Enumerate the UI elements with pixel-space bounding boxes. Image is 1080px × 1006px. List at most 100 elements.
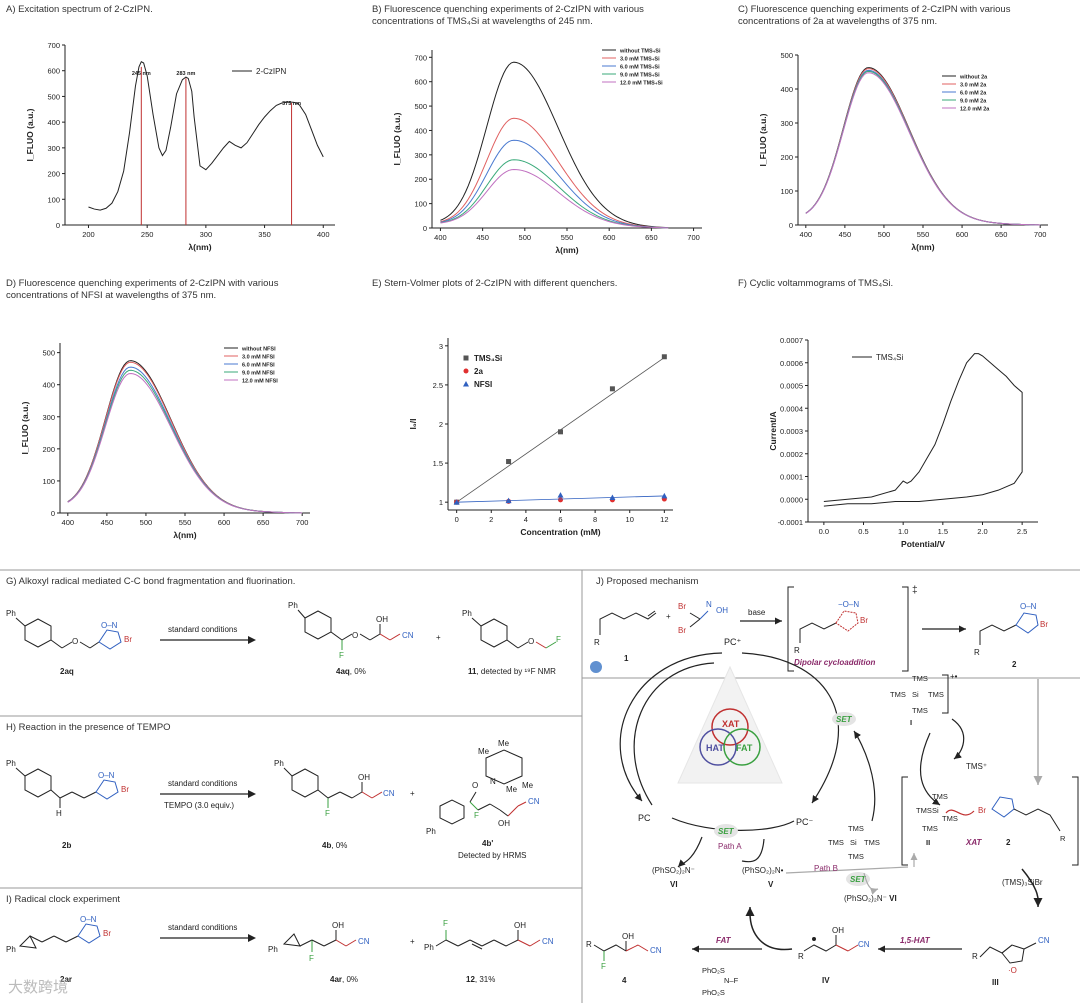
x-tick-label: 550 [917, 230, 930, 239]
y-tick-label: 0 [423, 224, 427, 233]
section-g-title: G) Alkoxyl radical mediated C-C bond fra… [6, 576, 296, 587]
svg-text:Ph: Ph [6, 759, 16, 768]
section-j-title: J) Proposed mechanism [596, 576, 699, 587]
svg-text:O: O [72, 637, 78, 646]
section-h-title: H) Reaction in the presence of TEMPO [6, 722, 171, 733]
light-bulb-icon [590, 661, 602, 673]
svg-text:Ph: Ph [274, 759, 284, 768]
svg-text:Ph: Ph [6, 609, 16, 618]
x-tick-label: 2.0 [977, 527, 987, 536]
y-axis-label: I_FLUO (a.u.) [25, 108, 35, 161]
label-pc: PC [638, 813, 651, 823]
label-iv: IV [822, 976, 830, 985]
svg-text:N: N [490, 777, 496, 786]
legend-label: 3.0 mM 2a [960, 83, 987, 89]
x-tick-label: 10 [626, 515, 634, 524]
y-tick-label: 100 [47, 195, 60, 204]
x-tick-label: 0 [455, 515, 459, 524]
svg-text:F: F [339, 651, 344, 660]
legend-marker [463, 355, 469, 361]
set-badge-1 [832, 712, 856, 726]
series-line [440, 139, 669, 229]
svg-text:TMS: TMS [848, 824, 864, 833]
svg-text:F: F [309, 954, 314, 963]
label-4b: 4b, 0% [322, 841, 347, 850]
x-tick-label: 0.0 [819, 527, 829, 536]
y-tick-label: 300 [42, 413, 55, 422]
svg-text:R: R [798, 952, 804, 961]
legend-label: 12.0 mM 2a [960, 107, 990, 113]
y-tick-label: 1.5 [433, 459, 443, 468]
legend-label: 9.0 mM TMS₄Si [620, 73, 660, 79]
x-tick-label: 600 [956, 230, 969, 239]
label-2aq: 2aq [60, 667, 74, 676]
svg-text:R: R [1060, 834, 1066, 843]
svg-text:O–N: O–N [80, 915, 97, 924]
x-tick-label: 350 [258, 230, 271, 239]
y-tick-label: 100 [414, 200, 427, 209]
legend-label: without TMS₄Si [619, 49, 661, 55]
y-axis-label: Current/A [768, 411, 778, 450]
y-tick-label: 0.0002 [780, 450, 803, 459]
legend-label: 2-CzIPN [256, 67, 286, 76]
x-tick-label: 450 [839, 230, 852, 239]
svg-text:TMS: TMS [928, 690, 944, 699]
series-line [440, 61, 669, 229]
label-pc-minus: PC⁻ [796, 817, 814, 827]
y-tick-label: 700 [414, 53, 427, 62]
label-2b: 2b [62, 841, 71, 850]
venn-hat [699, 728, 737, 766]
svg-text:Br: Br [678, 626, 686, 635]
svg-text:Ph: Ph [6, 945, 16, 954]
svg-text:CN: CN [383, 789, 395, 798]
set-badge-3 [846, 872, 870, 886]
x-tick-label: 200 [82, 230, 95, 239]
y-axis-label: I_FLUO (a.u.) [20, 401, 30, 454]
panel-a-title: A) Excitation spectrum of 2-CzIPN. [6, 4, 153, 15]
svg-text:R: R [974, 648, 980, 657]
data-point [506, 459, 512, 465]
species-ii: TMS TMS Si TMS TMS II [916, 792, 958, 847]
y-tick-label: 0 [56, 221, 60, 230]
svg-text:PhO₂S: PhO₂S [702, 988, 725, 997]
series-line [88, 61, 324, 211]
label-2ar: 2ar [60, 975, 72, 984]
y-tick-label: 200 [42, 445, 55, 454]
y-tick-label: 600 [47, 67, 60, 76]
x-tick-label: 8 [593, 515, 597, 524]
x-tick-label: 600 [603, 233, 616, 242]
molecule-11: Ph O F [462, 609, 561, 649]
y-tick-label: 0.0001 [780, 473, 803, 482]
molecule-alkene-1: R [594, 610, 657, 647]
x-tick-label: 1.0 [898, 527, 908, 536]
y-tick-label: 700 [47, 41, 60, 50]
svg-text:TMS: TMS [916, 806, 932, 815]
x-tick-label: 0.5 [858, 527, 868, 536]
x-tick-label: 400 [434, 233, 447, 242]
scheme-g: Ph O O–N Br 2aq standard conditions Ph F… [6, 601, 561, 676]
label-4ar: 4ar, 0% [330, 975, 358, 984]
y-tick-label: 0 [51, 509, 55, 518]
label-fat: FAT [716, 936, 732, 945]
arrow-label-h: standard conditions [168, 779, 237, 788]
chart-e: 0 2 4 6 8 10 12 1 1.5 2 2.5 3 Concentration (mM) I₀/I… [408, 338, 673, 537]
x-axis-label: λ(nm) [911, 242, 934, 252]
molecule-12: Ph F OH CN [424, 919, 554, 952]
molecule-4aq: Ph F O OH CN [288, 601, 414, 660]
y-tick-label: 100 [42, 477, 55, 486]
y-tick-label: 0.0000 [780, 495, 803, 504]
molecule-oxime: Br Br N OH [678, 600, 728, 635]
chart-d: 400 450 500 550 600 650 700 0 100 200 300 400 500 λ(n… [20, 343, 310, 540]
molecule-2ar: Ph O–N Br [6, 915, 111, 954]
svg-text:+•: +• [950, 672, 958, 681]
svg-text:CN: CN [858, 940, 870, 949]
label-tms-plus: TMS⁺ [966, 762, 987, 771]
legend-label: 12.0 mM TMS₄Si [620, 81, 663, 87]
svg-text:O–N: O–N [98, 771, 115, 780]
label-iii: III [992, 978, 999, 987]
svg-text:OH: OH [376, 615, 388, 624]
x-tick-label: 550 [179, 518, 192, 527]
panel-b-title: B) Fluorescence quenching experiments of… [372, 4, 644, 27]
x-tick-label: 400 [62, 518, 75, 527]
data-point [505, 497, 512, 504]
